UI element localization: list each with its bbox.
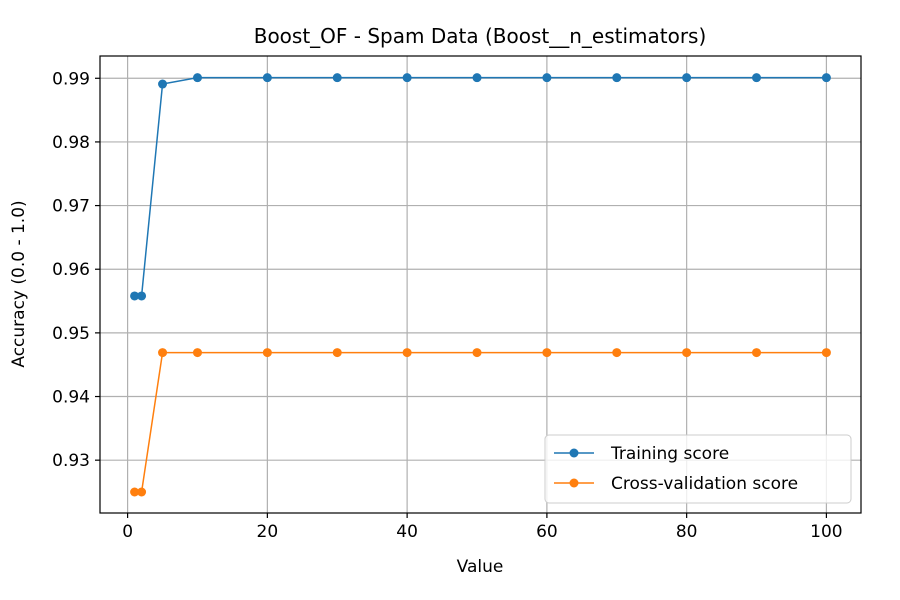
y-tick-label: 0.99 (52, 69, 90, 89)
series-0-point (332, 73, 342, 83)
x-tick-label: 20 (257, 522, 279, 542)
series-0-point (137, 291, 147, 301)
series-1-point (472, 348, 482, 358)
series-0-point (682, 73, 692, 83)
series-1-point (752, 348, 762, 358)
axis-ticks: 0 20 40 60 80 100 0.93 0.94 0.95 0.96 0.97 0.98 0.99 (52, 69, 842, 542)
series-1-point (332, 348, 342, 358)
y-tick-label: 0.98 (52, 133, 90, 153)
series-0-point (402, 73, 412, 83)
y-axis-label: Accuracy (0.0 - 1.0) (9, 200, 29, 367)
y-tick-label: 0.95 (52, 324, 90, 344)
series-0-point (262, 73, 272, 83)
series-1-point (402, 348, 412, 358)
legend-box (544, 434, 852, 504)
legend-training-label: Training score (610, 444, 729, 464)
legend-cv-label: Cross-validation score (611, 474, 798, 494)
x-tick-label: 80 (676, 522, 698, 542)
y-tick-label: 0.93 (52, 451, 90, 471)
legend: Training score Cross-validation score (544, 434, 852, 504)
x-axis-label: Value (457, 557, 504, 577)
series-0-point (192, 73, 202, 83)
series-0-point (130, 291, 140, 301)
y-tick-label: 0.97 (52, 197, 90, 217)
legend-cv-marker (569, 478, 579, 488)
x-tick-label: 40 (396, 522, 418, 542)
series-1-point (192, 348, 202, 358)
x-tick-label: 0 (122, 522, 133, 542)
series-1-point (542, 348, 552, 358)
legend-training-marker (569, 448, 579, 458)
series-1-point (130, 487, 140, 497)
series-layer (130, 73, 831, 497)
series-0-point (542, 73, 552, 83)
x-tick-label: 100 (810, 522, 842, 542)
series-1-point (821, 348, 831, 358)
series-1-point (612, 348, 622, 358)
y-tick-label: 0.96 (52, 260, 90, 280)
series-0-point (158, 79, 168, 89)
series-1-point (137, 487, 147, 497)
series-0-point (821, 73, 831, 83)
series-0-point (752, 73, 762, 83)
series-0-point (612, 73, 622, 83)
chart-title: Boost_OF - Spam Data (Boost__n_estimator… (254, 24, 707, 48)
series-1-point (158, 348, 168, 358)
series-0-point (472, 73, 482, 83)
y-tick-label: 0.94 (52, 388, 90, 408)
plot-frame (99, 55, 862, 514)
series-1-point (682, 348, 692, 358)
x-tick-label: 60 (536, 522, 558, 542)
series-1-point (262, 348, 272, 358)
